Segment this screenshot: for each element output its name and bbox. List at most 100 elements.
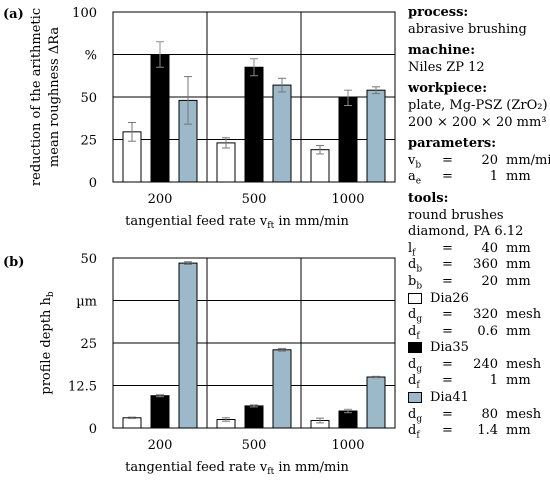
panel-b-label: (b) bbox=[3, 255, 24, 270]
param-vb-symbol: vb bbox=[408, 152, 422, 171]
bar bbox=[272, 349, 292, 429]
dia41-df-value: 1.4 bbox=[477, 423, 498, 439]
dia41-dg-equals: = bbox=[442, 406, 453, 422]
dia26-df: df = 0.6 mm bbox=[408, 323, 550, 342]
panel-a-xlabel: tangential feed rate vft in mm/min bbox=[125, 214, 349, 231]
machine-heading: machine: bbox=[408, 43, 476, 59]
panel-a-ylabel-line2: mean roughness ΔRa bbox=[47, 27, 62, 167]
dia26-df-value: 0.6 bbox=[477, 323, 498, 339]
tool-db: db = 360 mm bbox=[408, 257, 550, 275]
bar bbox=[338, 410, 358, 429]
dia41-df: df = 1.4 mm bbox=[408, 423, 550, 441]
tools-line2: diamond, PA 6.12 bbox=[408, 224, 524, 240]
dia35-df-unit: mm bbox=[506, 373, 531, 389]
machine-value: Niles ZP 12 bbox=[408, 59, 485, 75]
dia26-df-unit: mm bbox=[506, 323, 531, 339]
experiment-info-panel: process: abrasive brushing machine: Nile… bbox=[408, 5, 550, 441]
y-tick-label: 25 bbox=[80, 337, 97, 352]
bar bbox=[310, 149, 330, 183]
bar bbox=[366, 376, 386, 429]
y-tick-label: 12.5 bbox=[68, 380, 97, 395]
tools-line1: round brushes bbox=[408, 207, 504, 223]
bar bbox=[366, 89, 386, 183]
legend-swatch-dia26 bbox=[408, 292, 422, 304]
dia26-dg-symbol: dg bbox=[408, 307, 423, 325]
x-tick-label: 200 bbox=[148, 438, 173, 453]
dia41-df-unit: mm bbox=[506, 423, 531, 439]
legend-entry-dia26: Dia26 bbox=[408, 291, 550, 308]
legend-swatch-dia41 bbox=[408, 392, 422, 404]
x-tick-label: 500 bbox=[242, 192, 267, 207]
param-vb-equals: = bbox=[442, 152, 453, 168]
bar bbox=[216, 142, 236, 183]
dia26-dg-equals: = bbox=[442, 307, 453, 323]
bar bbox=[338, 97, 358, 183]
legend-swatch-dia35 bbox=[408, 342, 422, 354]
dia26-dg-value: 320 bbox=[473, 307, 498, 323]
y-tick-label: 25 bbox=[80, 134, 97, 149]
tool-db-unit: mm bbox=[506, 257, 531, 273]
x-tick-label: 1000 bbox=[331, 192, 364, 207]
x-tick-label: 500 bbox=[242, 438, 267, 453]
y-tick-label: 50 bbox=[80, 252, 97, 267]
panel-a-chart: (a) reduction of the arithmetic mean rou… bbox=[3, 6, 396, 231]
y-tick-label: 50 bbox=[80, 91, 97, 106]
y-tick-label: µm bbox=[76, 295, 97, 310]
x-tick-label: 200 bbox=[148, 192, 173, 207]
tool-bb: bb = 20 mm bbox=[408, 273, 550, 292]
dia35-df-value: 1 bbox=[489, 373, 498, 389]
y-tick-label: 0 bbox=[89, 176, 97, 191]
bar bbox=[244, 66, 264, 183]
tool-lf-value: 40 bbox=[481, 240, 498, 256]
dia35-dg-equals: = bbox=[442, 356, 453, 372]
bar bbox=[178, 262, 198, 429]
dia41-dg-value: 80 bbox=[481, 406, 498, 422]
y-tick-label: 100 bbox=[72, 6, 97, 21]
param-ae-value: 1 bbox=[489, 169, 498, 185]
tool-bb-symbol: bb bbox=[408, 273, 423, 292]
dia41-dg-unit: mesh bbox=[506, 406, 542, 422]
param-ae-equals: = bbox=[442, 169, 453, 185]
dia35-dg-unit: mesh bbox=[506, 356, 542, 372]
bar bbox=[150, 54, 170, 183]
dia35-df-equals: = bbox=[442, 373, 453, 389]
process-heading: process: bbox=[408, 5, 469, 20]
dia35-df-symbol: df bbox=[408, 373, 420, 392]
dia35-dg-symbol: dg bbox=[408, 356, 423, 375]
param-vb: vb = 20 mm/min bbox=[408, 152, 550, 171]
bar bbox=[122, 417, 142, 429]
process-value: abrasive brushing bbox=[408, 21, 527, 37]
dia26-dg-unit: mesh bbox=[506, 307, 542, 323]
panel-b-ylabel: profile depth hb bbox=[39, 291, 56, 394]
dia41-df-equals: = bbox=[442, 423, 453, 439]
panel-b-xlabel: tangential feed rate vft in mm/min bbox=[125, 460, 349, 477]
dia35-dg: dg = 240 mesh bbox=[408, 356, 550, 375]
legend-label-dia26: Dia26 bbox=[430, 290, 469, 306]
param-vb-value: 20 bbox=[481, 152, 498, 168]
tool-db-equals: = bbox=[442, 257, 453, 273]
legend-label-dia35: Dia35 bbox=[430, 340, 469, 356]
tools-heading: tools: bbox=[408, 190, 449, 206]
dia35-dg-value: 240 bbox=[473, 356, 498, 372]
dia26-df-equals: = bbox=[442, 323, 453, 339]
param-vb-unit: mm/min bbox=[506, 152, 550, 168]
tool-lf: lf = 40 mm bbox=[408, 240, 550, 259]
param-ae-symbol: ae bbox=[408, 169, 422, 187]
legend-entry-dia41: Dia41 bbox=[408, 390, 550, 407]
param-ae-unit: mm bbox=[506, 169, 531, 185]
workpiece-line1: plate, Mg-PSZ (ZrO₂) bbox=[408, 97, 548, 113]
bar bbox=[150, 395, 170, 429]
dia41-dg-symbol: dg bbox=[408, 406, 423, 425]
legend-label-dia41: Dia41 bbox=[430, 390, 469, 406]
panel-b-chart: (b) profile depth hb 0 12.5 25 µm 50 200 500 10… bbox=[3, 252, 396, 477]
tool-lf-symbol: lf bbox=[408, 240, 416, 259]
tool-lf-equals: = bbox=[442, 240, 453, 256]
tool-db-value: 360 bbox=[473, 257, 498, 273]
tool-bb-value: 20 bbox=[481, 273, 498, 289]
y-tick-label: % bbox=[85, 49, 97, 64]
panel-a-ylabel-line1: reduction of the arithmetic bbox=[29, 8, 44, 186]
legend-entry-dia35: Dia35 bbox=[408, 340, 550, 357]
dia41-df-symbol: df bbox=[408, 423, 420, 441]
bar bbox=[272, 84, 292, 183]
